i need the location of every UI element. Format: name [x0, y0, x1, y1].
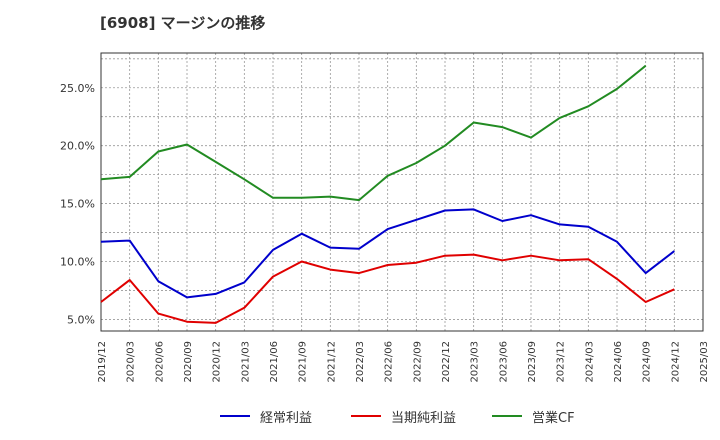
- x-tick-label: 2020/12: [212, 341, 223, 383]
- legend-item-net-income: 当期純利益: [351, 404, 456, 428]
- x-tick-label: 2023/06: [498, 341, 509, 383]
- legend-swatch-ordinary-profit: [220, 415, 250, 417]
- chart-title: [6908] マージンの推移: [100, 14, 266, 32]
- x-tick-label: 2021/09: [298, 341, 309, 383]
- legend-swatch-operating-cf: [492, 415, 522, 417]
- x-tick-label: 2022/12: [441, 341, 452, 383]
- legend-label-net-income: 当期純利益: [391, 410, 457, 426]
- x-tick-label: 2020/03: [126, 341, 137, 383]
- y-axis-ticks: 5.0% 10.0% 15.0% 20.0% 25.0%: [60, 82, 95, 327]
- x-tick-label: 2022/06: [384, 341, 395, 383]
- series-line-1: [100, 253, 675, 324]
- x-tick-label: 2023/03: [470, 341, 481, 383]
- legend: 経常利益 当期純利益 営業CF: [0, 404, 720, 428]
- legend-item-ordinary-profit: 経常利益: [220, 404, 312, 428]
- x-tick-label: 2025/03: [699, 341, 710, 383]
- x-tick-label: 2022/09: [412, 341, 423, 383]
- series-line-0: [100, 208, 675, 299]
- x-tick-label: 2024/06: [613, 341, 624, 383]
- series-line-2: [100, 64, 647, 202]
- legend-label-ordinary-profit: 経常利益: [260, 410, 313, 426]
- y-tick-label: 25.0%: [60, 82, 95, 95]
- y-tick-label: 10.0%: [60, 256, 95, 269]
- x-axis-ticks: 2019/12 2020/03 2020/06 2020/09 2020/12 2021/…: [97, 341, 710, 383]
- y-tick-label: 5.0%: [67, 313, 95, 326]
- gridlines: [101, 53, 703, 331]
- x-tick-label: 2023/09: [527, 341, 538, 383]
- legend-item-operating-cf: 営業CF: [492, 404, 575, 428]
- x-tick-label: 2024/09: [642, 341, 653, 383]
- legend-label-operating-cf: 営業CF: [532, 410, 575, 426]
- legend-swatch-net-income: [351, 415, 381, 417]
- x-tick-label: 2024/12: [670, 341, 681, 383]
- series-lines: [100, 64, 675, 324]
- x-tick-label: 2021/03: [240, 341, 251, 383]
- x-tick-label: 2022/03: [355, 341, 366, 383]
- y-tick-label: 20.0%: [60, 140, 95, 153]
- x-tick-label: 2024/03: [584, 341, 595, 383]
- y-tick-label: 15.0%: [60, 198, 95, 211]
- x-tick-label: 2020/06: [154, 341, 165, 383]
- x-tick-label: 2020/09: [183, 341, 194, 383]
- x-tick-label: 2021/12: [326, 341, 337, 383]
- x-tick-label: 2021/06: [269, 341, 280, 383]
- x-tick-label: 2023/12: [556, 341, 567, 383]
- x-tick-label: 2019/12: [97, 341, 108, 383]
- plot-frame: [100, 52, 704, 332]
